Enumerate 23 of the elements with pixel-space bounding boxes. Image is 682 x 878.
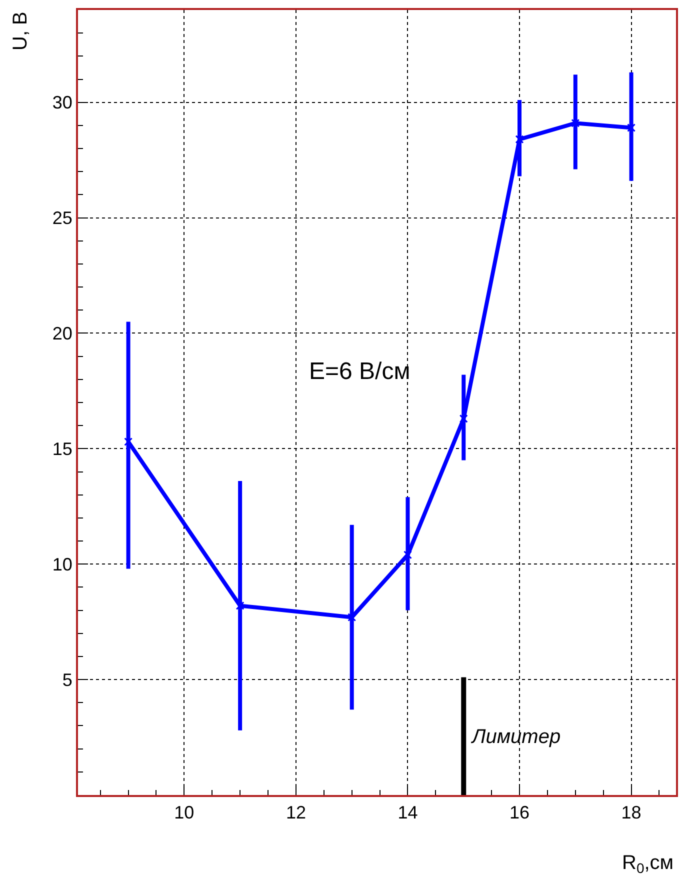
y-tick-label: 20 [52,324,72,344]
y-tick-label: 30 [52,92,72,113]
y-tick-label: 25 [52,208,72,228]
y-tick-label: 15 [52,438,72,459]
x-tick-label: 18 [621,802,642,823]
point [236,601,244,610]
point [459,414,468,423]
annotation: Лимитер [470,726,561,748]
y-tick-label: 10 [52,554,72,574]
x-tick-label: 12 [286,802,306,823]
annotation: E=6 В/см [309,358,410,385]
point [515,135,524,144]
point [627,124,636,132]
point [403,550,412,560]
x-axis-title: R$_{0}$,см [622,852,674,876]
point [571,118,580,128]
x-tick-label: 16 [509,802,530,823]
point [124,438,133,446]
y-axis-title: U, В [10,12,32,50]
y-tick-label: 5 [62,670,72,690]
x-tick-label: 14 [398,802,418,823]
point [348,612,356,622]
x-tick-label: 10 [174,802,194,823]
